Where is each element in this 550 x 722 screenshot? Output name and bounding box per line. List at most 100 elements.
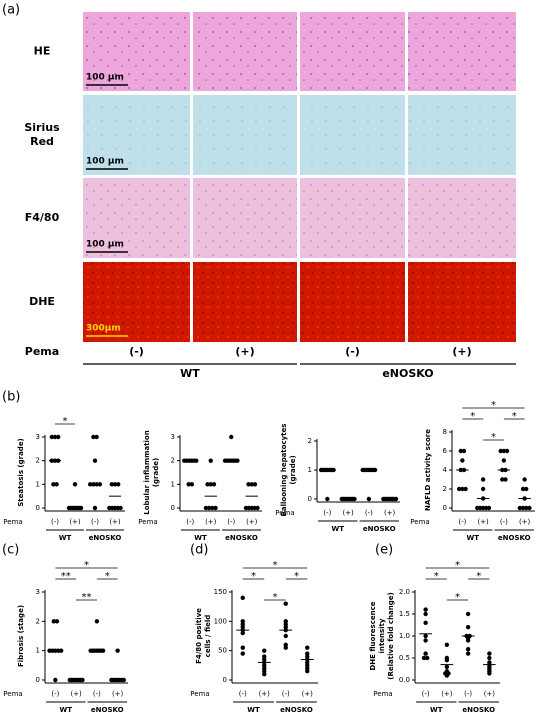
y-tick-label: 4 (443, 466, 448, 474)
significance-label: * (105, 571, 110, 582)
micrograph (83, 262, 190, 342)
data-point (352, 496, 357, 502)
data-point (425, 655, 430, 661)
data-point (480, 477, 486, 482)
data-point (520, 505, 526, 511)
row-label: Pema (410, 518, 429, 526)
data-point (186, 482, 191, 487)
significance-label: * (63, 416, 68, 427)
x-tick-label: (-) (93, 690, 101, 698)
data-point (444, 664, 450, 669)
data-point (115, 648, 120, 653)
y-tick-label: 0 (443, 504, 447, 512)
data-point (444, 642, 450, 647)
y-tick-label: 1 (36, 480, 40, 488)
data-point (100, 648, 106, 653)
data-point (94, 619, 100, 624)
data-point (504, 448, 510, 454)
data-point (423, 611, 428, 617)
data-point (49, 434, 54, 440)
micrograph (408, 262, 516, 342)
row-label: Pema (275, 509, 294, 517)
x-tick-label: (+) (112, 690, 124, 698)
data-point (487, 655, 492, 661)
scale-bar-label: 300µm (86, 324, 121, 334)
micrograph (193, 262, 297, 342)
row-label: Pema (190, 690, 209, 698)
data-point (444, 673, 450, 678)
data-point (240, 645, 245, 650)
y-axis-label: (grade) (152, 458, 160, 487)
y-tick-label: 3 (36, 433, 40, 441)
data-point (118, 505, 123, 511)
data-point (423, 638, 428, 643)
y-axis-label: cells / field (204, 615, 212, 658)
data-point (51, 482, 56, 487)
data-point (305, 645, 310, 650)
significance-label: * (273, 592, 278, 603)
row-label-line: Sirius (24, 121, 60, 134)
data-point (283, 633, 288, 639)
x-tick-label: (+) (342, 509, 354, 517)
data-point (503, 477, 508, 482)
data-point (423, 620, 428, 625)
significance-label: * (251, 571, 256, 582)
data-point (240, 651, 245, 656)
x-tick-label: (+) (246, 518, 258, 526)
data-point (465, 611, 471, 617)
significance-label: * (294, 571, 299, 582)
group-label: WT (430, 706, 443, 714)
data-point (80, 677, 85, 683)
panel-label: (c) (2, 543, 19, 558)
y-axis-label: (Relative fold change) (387, 592, 395, 679)
data-point (465, 651, 471, 656)
micrograph (83, 12, 190, 91)
panel-label: (e) (375, 543, 393, 558)
y-tick-label: 100 (214, 617, 227, 625)
group-label: WT (180, 367, 200, 380)
data-point (255, 505, 260, 511)
data-point (92, 458, 98, 463)
group-label: eNOSKO (498, 534, 531, 542)
row-label: Pema (3, 690, 22, 698)
data-point (208, 458, 213, 463)
x-tick-label: (+) (302, 690, 314, 698)
group-label: eNOSKO (363, 525, 396, 533)
x-tick-label: (+) (384, 509, 396, 517)
x-tick-label: (-) (51, 690, 59, 698)
row-label: DHE (29, 295, 55, 308)
data-point (121, 677, 127, 683)
group-label: eNOSKO (462, 706, 495, 714)
data-point (206, 505, 212, 511)
y-tick-label: 8 (443, 428, 447, 436)
data-point (522, 477, 527, 482)
group-label: eNOSKO (280, 706, 313, 714)
data-point (487, 651, 492, 656)
x-tick-label: (+) (69, 518, 81, 526)
group-label: WT (60, 706, 73, 714)
x-tick-label: (+) (109, 518, 121, 526)
x-tick-label: (-) (500, 518, 508, 526)
y-tick-label: 150 (214, 588, 227, 596)
data-point (54, 482, 59, 487)
micrograph (300, 262, 405, 342)
data-point (249, 482, 254, 487)
data-point (461, 448, 467, 454)
data-point (524, 505, 529, 511)
group-label: eNOSKO (225, 534, 258, 542)
data-point (458, 448, 463, 454)
data-point (487, 671, 492, 676)
data-point (112, 482, 118, 487)
y-tick-label: 1 (36, 647, 40, 655)
data-point (72, 482, 78, 487)
y-tick-label: 2.0 (399, 588, 410, 596)
x-tick-label: (+) (477, 518, 489, 526)
y-tick-label: 0 (171, 504, 175, 512)
significance-label: * (455, 560, 460, 571)
significance-label: * (491, 432, 496, 443)
data-point (240, 595, 245, 601)
data-point (460, 486, 465, 492)
x-tick-label: (-) (227, 518, 235, 526)
micrograph (193, 95, 297, 175)
micrograph (408, 12, 516, 91)
